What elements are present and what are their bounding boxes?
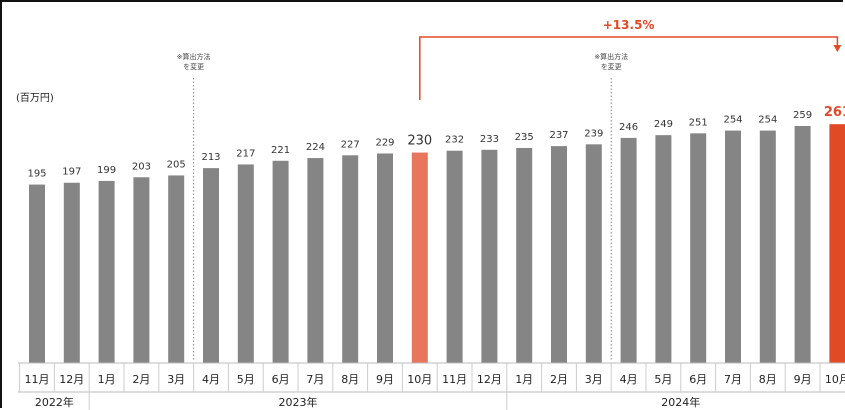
- bar: [203, 168, 219, 363]
- method-change-note: ※算出方法: [594, 52, 628, 61]
- tick-label: 7月: [724, 373, 742, 386]
- bar: [759, 130, 776, 363]
- year-label: 2023年: [279, 395, 318, 409]
- unit-label: (百万円): [16, 92, 54, 104]
- bar: [411, 152, 428, 363]
- tick-label: 2月: [132, 373, 150, 386]
- value-label: 221: [271, 145, 290, 156]
- value-label: 259: [793, 110, 812, 121]
- value-label: 213: [201, 152, 220, 163]
- bar: [377, 153, 393, 363]
- value-label: 227: [341, 139, 360, 150]
- value-label: 224: [306, 142, 325, 153]
- bar: [168, 175, 185, 363]
- method-change-note: を変更: [601, 62, 622, 71]
- method-change-note: ※算出方法: [177, 52, 211, 61]
- value-label: 254: [758, 115, 777, 126]
- value-label: 232: [445, 135, 464, 146]
- bar: [551, 146, 567, 363]
- bar: [307, 158, 324, 363]
- tick-label: 6月: [689, 373, 707, 386]
- tick-label: 1月: [515, 373, 533, 386]
- tick-label: 10月: [407, 373, 432, 386]
- bar: [63, 182, 80, 363]
- tick-label: 3月: [167, 373, 185, 386]
- bar: [98, 180, 115, 363]
- bar: [446, 150, 463, 363]
- value-label: 237: [549, 130, 568, 141]
- tick-label: 3月: [585, 373, 603, 386]
- value-label: 199: [97, 165, 116, 176]
- bar: [481, 149, 498, 363]
- tick-label: 12月: [477, 373, 502, 386]
- year-label: 2024年: [661, 395, 700, 409]
- bar: [690, 133, 707, 363]
- bar: [237, 164, 254, 363]
- value-label: 229: [375, 137, 394, 148]
- tick-label: 11月: [25, 373, 50, 386]
- tick-label: 7月: [306, 373, 324, 386]
- growth-label: +13.5%: [603, 18, 655, 32]
- value-label: 261: [824, 105, 845, 120]
- value-label: 251: [689, 117, 708, 128]
- tick-label: 4月: [202, 373, 220, 386]
- tick-label: 11月: [442, 373, 467, 386]
- tick-label: 9月: [376, 373, 394, 386]
- bar: [794, 126, 811, 363]
- value-label: 205: [167, 159, 186, 170]
- value-label: 217: [236, 148, 255, 159]
- value-label: 246: [619, 122, 638, 133]
- tick-label: 6月: [272, 373, 290, 386]
- bar: [585, 144, 602, 363]
- value-label: 233: [480, 134, 499, 145]
- tick-label: 1月: [98, 373, 116, 386]
- tick-label: 9月: [794, 373, 812, 386]
- bar: [272, 160, 289, 363]
- tick-label: 5月: [237, 373, 255, 386]
- tick-label: 8月: [341, 373, 359, 386]
- value-label: 249: [654, 119, 673, 130]
- tick-label: 10月: [825, 373, 845, 386]
- tick-label: 8月: [759, 373, 777, 386]
- value-label: 195: [27, 169, 46, 180]
- method-change-note: を変更: [183, 62, 204, 71]
- value-label: 230: [407, 134, 432, 149]
- tick-label: 12月: [59, 373, 84, 386]
- value-label: 254: [723, 115, 742, 126]
- bar: [29, 184, 45, 363]
- year-label: 2022年: [35, 395, 74, 409]
- bar: [829, 124, 845, 363]
- bar: [655, 135, 672, 363]
- value-label: 239: [584, 128, 603, 139]
- bar: [725, 130, 741, 363]
- growth-bracket: [419, 36, 839, 100]
- bar: [133, 177, 150, 363]
- value-label: 197: [62, 167, 81, 178]
- bar: [342, 155, 359, 363]
- bar: [620, 137, 637, 363]
- bar: [516, 147, 533, 363]
- value-label: 235: [515, 132, 534, 143]
- tick-label: 2月: [550, 373, 568, 386]
- value-label: 203: [132, 161, 151, 172]
- growth-arrowhead: [833, 45, 842, 52]
- tick-label: 4月: [620, 373, 638, 386]
- tick-label: 5月: [654, 373, 672, 386]
